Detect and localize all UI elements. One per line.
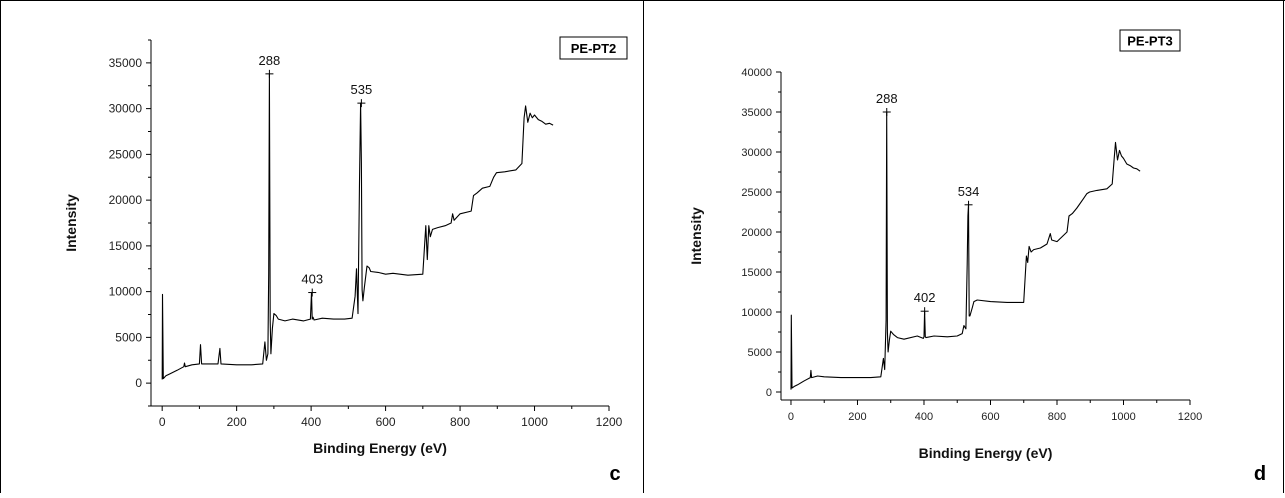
y-tick-label: 35000 bbox=[741, 107, 772, 119]
legend-label: PE-PT3 bbox=[1127, 34, 1173, 49]
x-tick-label: 1000 bbox=[1111, 411, 1135, 423]
y-tick-label: 40000 bbox=[741, 67, 772, 79]
y-tick-label: 10000 bbox=[109, 285, 143, 299]
x-tick-label: 1200 bbox=[1178, 411, 1202, 423]
y-tick-label: 25000 bbox=[741, 187, 772, 199]
legend-label: PE-PT2 bbox=[571, 41, 617, 56]
chart-panel-c: 0 200 400 600 800 1000 1200 0 5000 10000 15000 2000… bbox=[1, 0, 643, 493]
y-tick-label: 0 bbox=[766, 387, 772, 399]
y-axis-label: Intensity bbox=[688, 207, 704, 265]
y-tick-label: 20000 bbox=[109, 193, 143, 207]
x-tick-label: 400 bbox=[915, 411, 933, 423]
spectrum-line bbox=[790, 111, 1141, 390]
x-tick-label: 0 bbox=[159, 415, 166, 429]
y-tick-label: 10000 bbox=[741, 307, 772, 319]
x-tick-label: 400 bbox=[301, 415, 321, 429]
y-tick-label: 15000 bbox=[741, 267, 772, 279]
x-tick-label: 0 bbox=[788, 411, 794, 423]
y-tick-label: 30000 bbox=[109, 102, 143, 116]
panel-letter: c bbox=[609, 463, 620, 485]
figure-left-border bbox=[0, 0, 1, 493]
xps-chart-pe-pt2: 0 200 400 600 800 1000 1200 0 5000 10000 15000 2000… bbox=[63, 36, 628, 485]
x-tick-label: 200 bbox=[227, 415, 247, 429]
panel-divider bbox=[643, 0, 644, 493]
x-tick-label: 1000 bbox=[521, 415, 548, 429]
xps-chart-pe-pt3: 0 200 400 600 800 1000 1200 0 5000 10000 15000 2000… bbox=[688, 29, 1266, 485]
y-tick-label: 15000 bbox=[109, 239, 143, 253]
y-tick-label: 5000 bbox=[115, 330, 142, 344]
peak-label: 403 bbox=[301, 272, 323, 287]
y-tick-label: 5000 bbox=[748, 347, 772, 359]
peak-label: 288 bbox=[259, 53, 281, 68]
figure-right-border bbox=[1283, 0, 1284, 493]
y-tick-label: 30000 bbox=[741, 147, 772, 159]
peak-label: 534 bbox=[958, 184, 980, 199]
x-tick-label: 800 bbox=[1048, 411, 1066, 423]
y-axis-label: Intensity bbox=[63, 194, 79, 252]
peak-label: 288 bbox=[876, 91, 898, 106]
legend-box bbox=[1119, 29, 1181, 52]
spectrum-line bbox=[161, 73, 554, 380]
x-tick-label: 800 bbox=[450, 415, 470, 429]
x-tick-label: 1200 bbox=[596, 415, 623, 429]
x-tick-label: 600 bbox=[376, 415, 396, 429]
peak-label: 535 bbox=[351, 82, 373, 97]
y-tick-label: 25000 bbox=[109, 147, 143, 161]
y-tick-label: 0 bbox=[135, 376, 142, 390]
figure-top-border bbox=[0, 0, 1285, 1]
chart-panel-d: 0 200 400 600 800 1000 1200 0 5000 10000 15000 2000… bbox=[644, 0, 1283, 493]
y-tick-label: 35000 bbox=[109, 56, 143, 70]
x-tick-label: 600 bbox=[981, 411, 999, 423]
y-tick-label: 20000 bbox=[741, 227, 772, 239]
panel-letter: d bbox=[1254, 463, 1266, 485]
peak-label: 402 bbox=[914, 290, 936, 305]
x-tick-label: 200 bbox=[848, 411, 866, 423]
legend-box bbox=[559, 36, 628, 60]
x-axis-label: Binding Energy (eV) bbox=[919, 445, 1053, 461]
x-axis-label: Binding Energy (eV) bbox=[313, 440, 447, 456]
